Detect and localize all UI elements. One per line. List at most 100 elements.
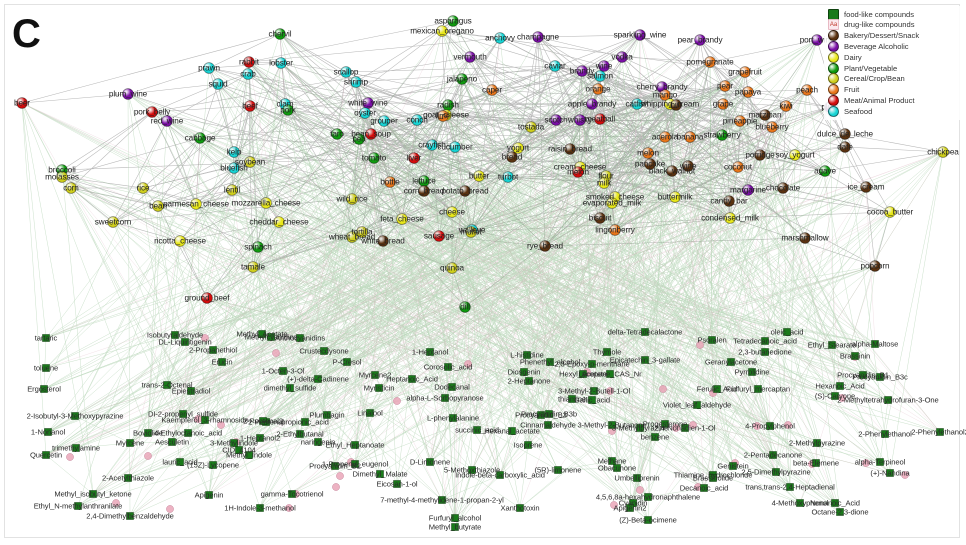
compound-node[interactable] — [876, 373, 884, 381]
food-node[interactable] — [228, 162, 240, 174]
food-node[interactable] — [456, 73, 468, 85]
food-node[interactable] — [801, 84, 813, 96]
compound-node[interactable] — [230, 439, 238, 447]
food-node[interactable] — [449, 141, 461, 153]
drug-node[interactable] — [606, 387, 614, 395]
compound-node[interactable] — [256, 434, 264, 442]
food-node[interactable] — [473, 170, 485, 182]
food-node[interactable] — [739, 66, 751, 78]
compound-node[interactable] — [218, 358, 226, 366]
compound-node[interactable] — [256, 504, 264, 512]
compound-node[interactable] — [168, 438, 176, 446]
food-node[interactable] — [716, 129, 728, 141]
food-node[interactable] — [572, 166, 584, 178]
compound-node[interactable] — [761, 348, 769, 356]
food-node[interactable] — [411, 114, 423, 126]
food-node[interactable] — [734, 115, 746, 127]
food-node[interactable] — [839, 141, 851, 153]
compound-node[interactable] — [693, 401, 701, 409]
drug-node[interactable] — [672, 424, 680, 432]
food-node[interactable] — [780, 100, 792, 112]
food-node[interactable] — [282, 104, 294, 116]
drug-node[interactable] — [144, 452, 152, 460]
food-node[interactable] — [631, 98, 643, 110]
food-node[interactable] — [247, 261, 259, 273]
compound-node[interactable] — [438, 496, 446, 504]
compound-node[interactable] — [636, 424, 644, 432]
food-node[interactable] — [152, 200, 164, 212]
food-node[interactable] — [598, 60, 610, 72]
drug-node[interactable] — [838, 394, 846, 402]
food-node[interactable] — [644, 158, 656, 170]
food-node[interactable] — [274, 28, 286, 40]
compound-node[interactable] — [296, 334, 304, 342]
food-node[interactable] — [350, 76, 362, 88]
compound-node[interactable] — [936, 428, 944, 436]
food-node[interactable] — [659, 131, 671, 143]
compound-node[interactable] — [42, 364, 50, 372]
food-node[interactable] — [609, 224, 621, 236]
food-node[interactable] — [122, 88, 134, 100]
food-node[interactable] — [642, 147, 654, 159]
compound-node[interactable] — [876, 458, 884, 466]
food-node[interactable] — [742, 184, 754, 196]
drug-node[interactable] — [272, 349, 280, 357]
food-node[interactable] — [459, 185, 471, 197]
compound-node[interactable] — [279, 367, 287, 375]
food-node[interactable] — [65, 182, 77, 194]
compound-node[interactable] — [187, 387, 195, 395]
compound-node[interactable] — [537, 411, 545, 419]
compound-node[interactable] — [644, 516, 652, 524]
compound-node[interactable] — [545, 410, 553, 418]
food-node[interactable] — [616, 51, 628, 63]
food-node[interactable] — [464, 51, 476, 63]
compound-node[interactable] — [590, 387, 598, 395]
compound-node[interactable] — [546, 358, 554, 366]
compound-node[interactable] — [708, 336, 716, 344]
drug-node[interactable] — [659, 385, 667, 393]
food-node[interactable] — [754, 149, 766, 161]
compound-node[interactable] — [524, 441, 532, 449]
food-node[interactable] — [107, 216, 119, 228]
compound-node[interactable] — [201, 416, 209, 424]
compound-node[interactable] — [525, 377, 533, 385]
drug-node[interactable] — [610, 501, 618, 509]
compound-node[interactable] — [544, 421, 552, 429]
drug-node[interactable] — [784, 421, 792, 429]
compound-node[interactable] — [651, 433, 659, 441]
food-node[interactable] — [212, 78, 224, 90]
compound-node[interactable] — [786, 483, 794, 491]
compound-node[interactable] — [331, 462, 339, 470]
drug-node[interactable] — [696, 341, 704, 349]
compound-node[interactable] — [258, 330, 266, 338]
compound-node[interactable] — [314, 438, 322, 446]
compound-node[interactable] — [351, 460, 359, 468]
food-node[interactable] — [717, 98, 729, 110]
compound-node[interactable] — [320, 347, 328, 355]
drug-node[interactable] — [636, 486, 644, 494]
food-node[interactable] — [777, 182, 789, 194]
compound-node[interactable] — [641, 328, 649, 336]
compound-node[interactable] — [451, 514, 459, 522]
food-node[interactable] — [56, 171, 68, 183]
food-node[interactable] — [465, 226, 477, 238]
food-node[interactable] — [437, 110, 449, 122]
compound-node[interactable] — [393, 480, 401, 488]
food-node[interactable] — [242, 68, 254, 80]
compound-node[interactable] — [836, 508, 844, 516]
compound-node[interactable] — [626, 504, 634, 512]
food-node[interactable] — [669, 191, 681, 203]
food-node[interactable] — [190, 198, 202, 210]
food-node[interactable] — [459, 301, 471, 313]
food-node[interactable] — [446, 262, 458, 274]
food-node[interactable] — [506, 151, 518, 163]
compound-node[interactable] — [267, 333, 275, 341]
compound-node[interactable] — [468, 466, 476, 474]
food-node[interactable] — [252, 241, 264, 253]
food-node[interactable] — [201, 292, 213, 304]
food-node[interactable] — [694, 34, 706, 46]
drug-node[interactable] — [464, 360, 472, 368]
compound-node[interactable] — [881, 430, 889, 438]
drug-node[interactable] — [332, 483, 340, 491]
compound-node[interactable] — [245, 451, 253, 459]
